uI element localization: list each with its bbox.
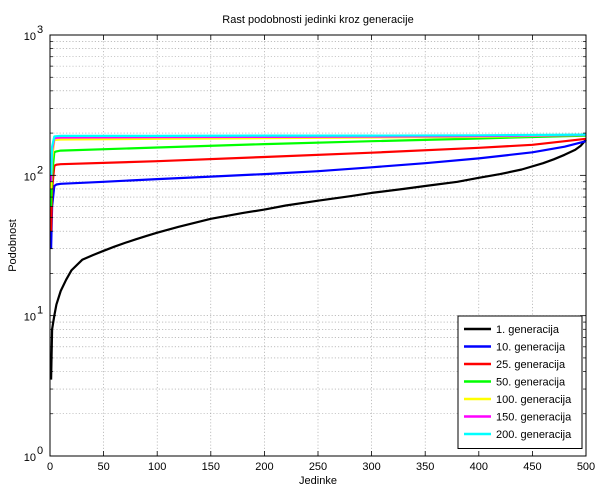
legend-label: 50. generacija bbox=[496, 377, 566, 389]
x-tick-label: 50 bbox=[97, 461, 109, 473]
y-tick-label: 10 bbox=[24, 31, 36, 43]
x-tick-label: 350 bbox=[416, 461, 434, 473]
y-tick-exponent: 2 bbox=[37, 164, 43, 176]
y-tick-exponent: 1 bbox=[37, 305, 43, 317]
x-tick-label: 450 bbox=[523, 461, 541, 473]
series-line-2 bbox=[50, 140, 587, 249]
legend: 1. generacija 10. generacija 25. generacij… bbox=[457, 315, 583, 449]
legend-label: 10. generacija bbox=[496, 342, 566, 354]
y-tick-label: 10 bbox=[24, 452, 36, 464]
x-axis-title: Jedinke bbox=[299, 475, 337, 487]
series-line-7 bbox=[50, 133, 587, 176]
x-tick-label: 400 bbox=[470, 461, 488, 473]
y-axis-title: Podobnost bbox=[7, 219, 19, 272]
series-line-1 bbox=[50, 138, 587, 380]
legend-label: 25. generacija bbox=[496, 359, 566, 371]
x-tick-label: 0 bbox=[47, 461, 53, 473]
y-tick-exponent: 0 bbox=[37, 445, 43, 457]
x-tick-label: 500 bbox=[577, 461, 595, 473]
y-tick-exponent: 3 bbox=[37, 24, 43, 36]
x-tick-label: 300 bbox=[362, 461, 380, 473]
legend-label: 200. generacija bbox=[496, 429, 572, 441]
y-tick-label: 10 bbox=[24, 312, 36, 324]
chart-title: Rast podobnosti jedinki kroz generacije bbox=[222, 14, 413, 26]
x-tick-label: 250 bbox=[309, 461, 327, 473]
series-line-3 bbox=[50, 137, 587, 232]
legend-label: 150. generacija bbox=[496, 412, 572, 424]
x-axis: 0 50 100 150 200 250 300 350 400 450 500 bbox=[47, 35, 595, 473]
series-line-4 bbox=[50, 134, 587, 207]
y-tick-label: 10 bbox=[24, 171, 36, 183]
x-tick-label: 100 bbox=[148, 461, 166, 473]
legend-label: 1. generacija bbox=[496, 324, 560, 336]
series-layer bbox=[50, 133, 587, 380]
x-tick-label: 150 bbox=[202, 461, 220, 473]
x-tick-label: 200 bbox=[255, 461, 273, 473]
legend-label: 100. generacija bbox=[496, 394, 572, 406]
